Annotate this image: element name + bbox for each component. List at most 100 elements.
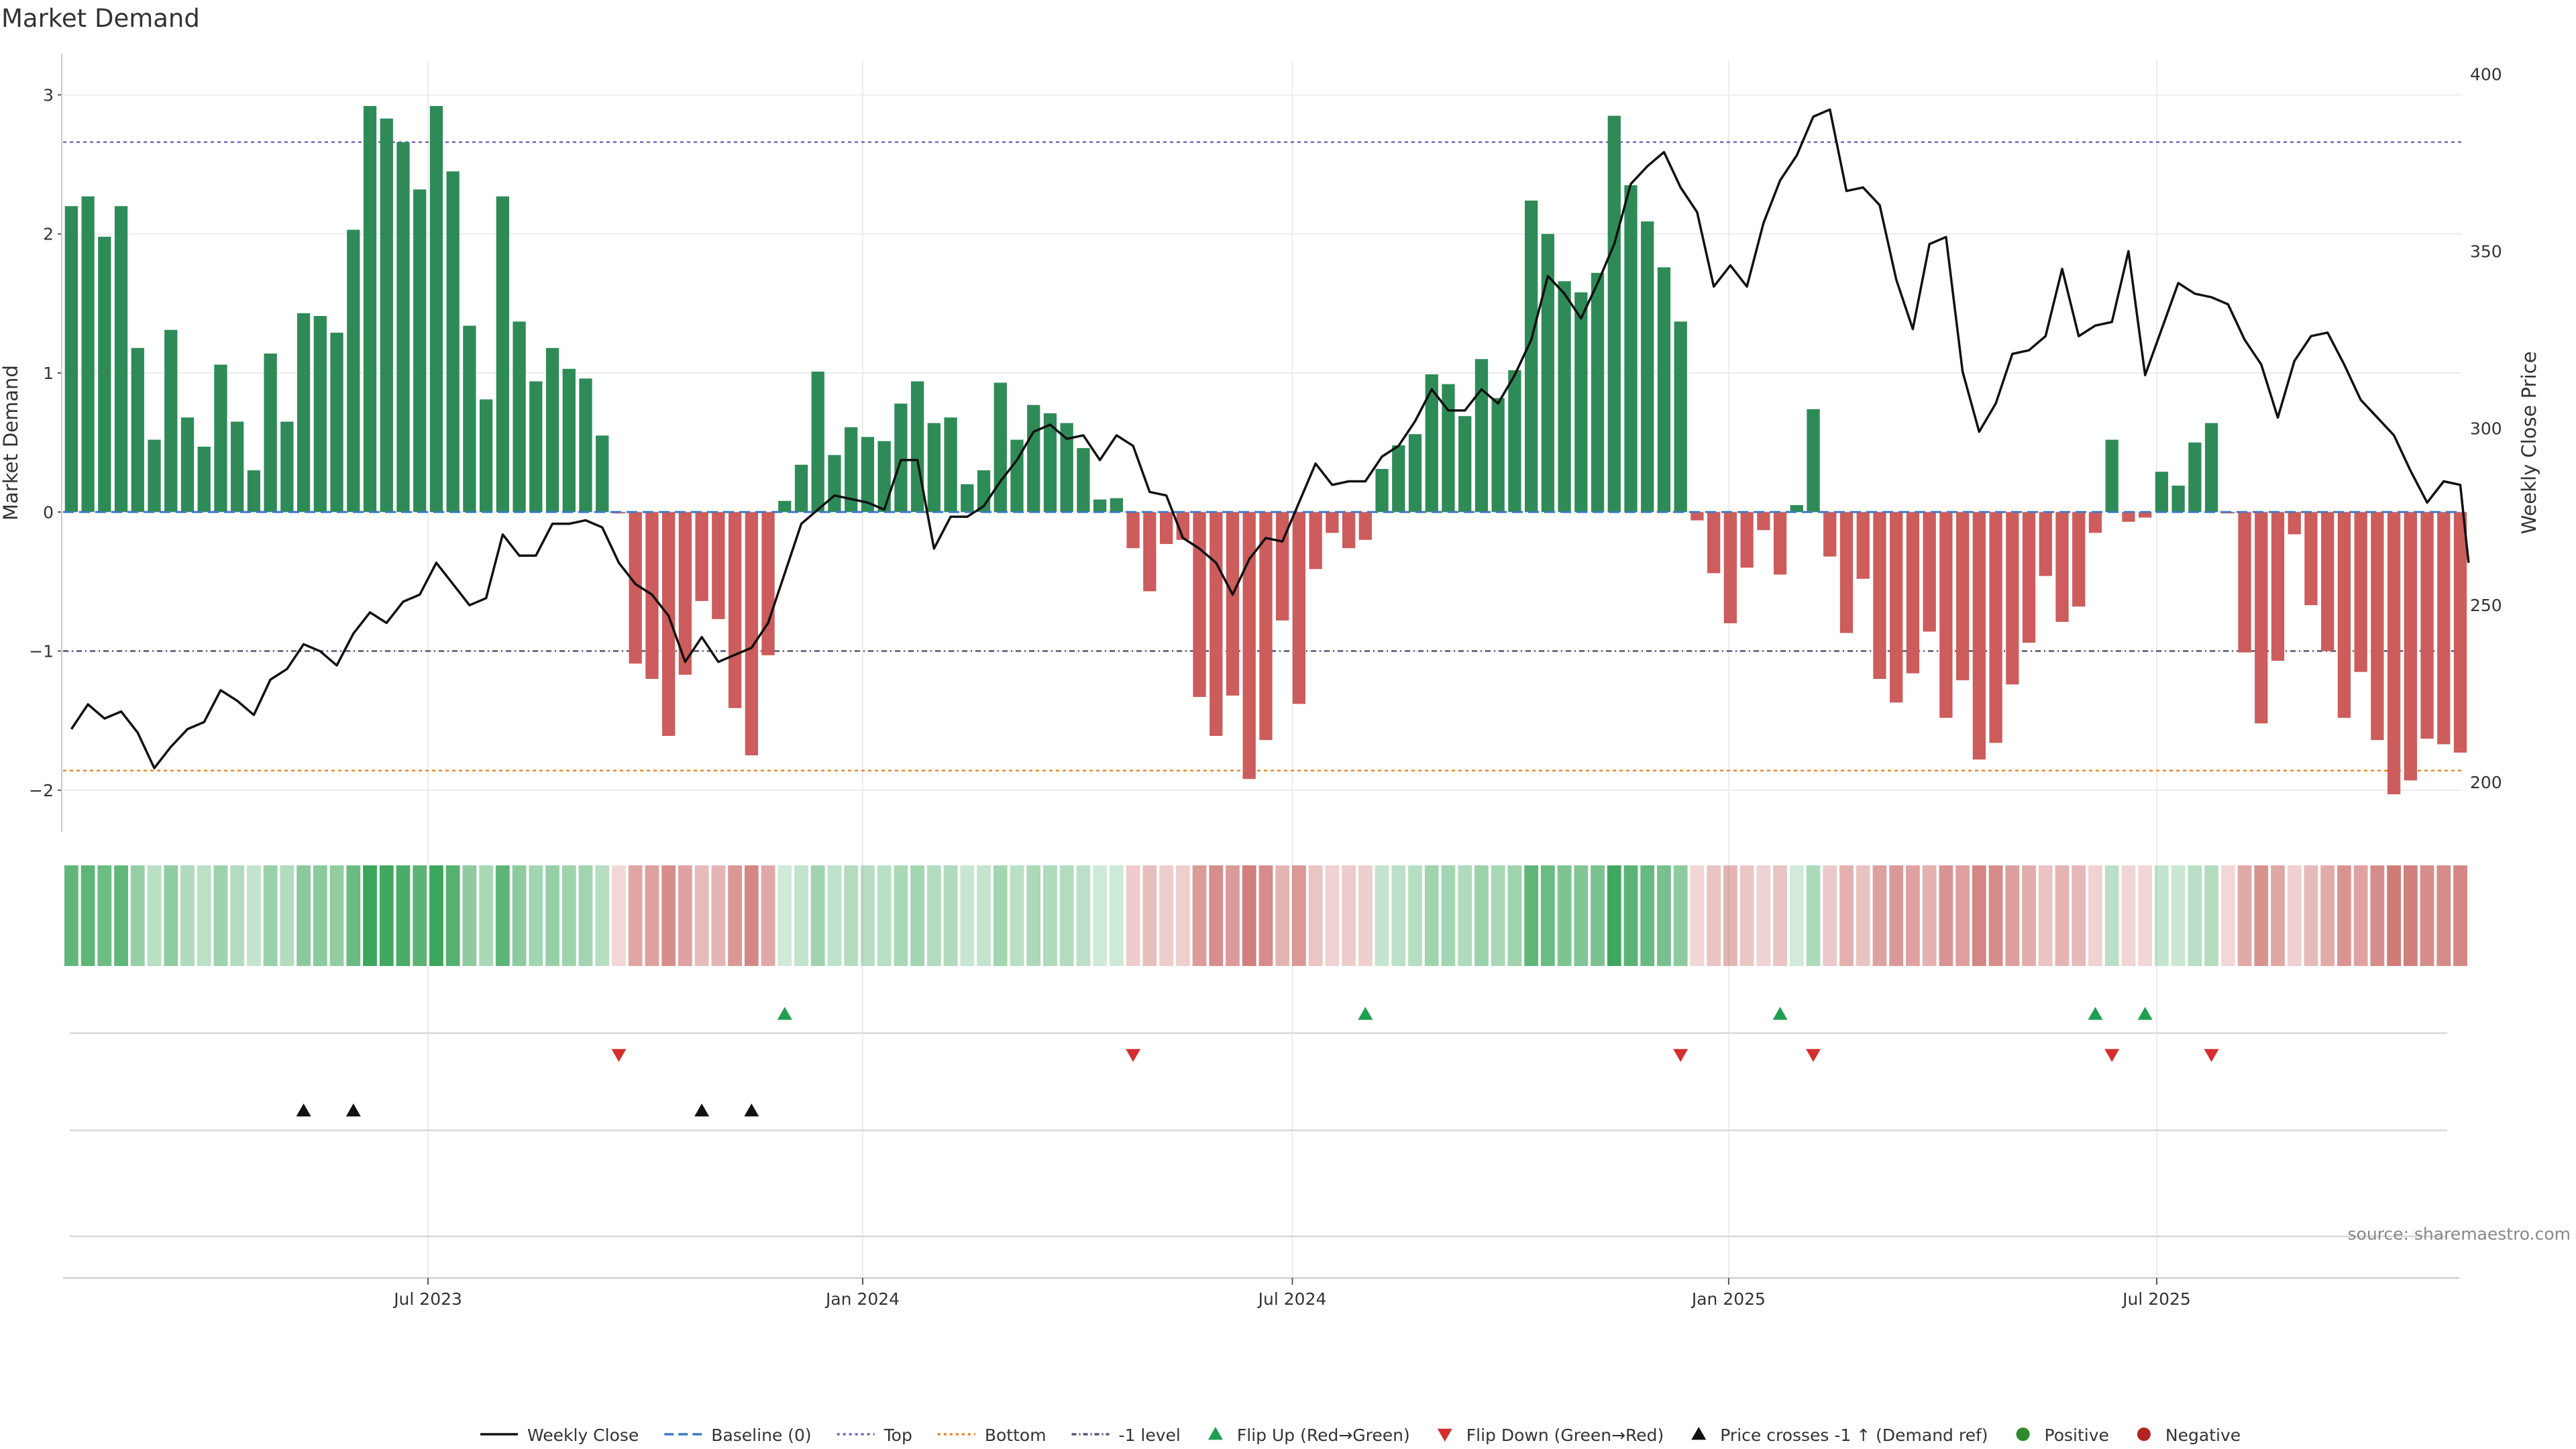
strip-cell-positive [1491, 865, 1505, 966]
legend-item: Weekly Close [480, 1426, 639, 1445]
flip-down-marker [2204, 1049, 2219, 1062]
demand-bar-negative [662, 512, 676, 736]
legend-swatch-triangle [1691, 1427, 1707, 1440]
strip-cell-positive [1076, 865, 1091, 966]
strip-cell-positive [97, 865, 112, 966]
demand-bar-positive [446, 171, 460, 513]
strip-cell-positive [926, 865, 941, 966]
strip-cell-positive [263, 865, 278, 966]
strip-cell-negative [1756, 865, 1771, 966]
legend-item: Flip Down (Green→Red) [1437, 1426, 1664, 1445]
left-tick-label: 1 [43, 364, 54, 383]
legend: Weekly Close Baseline (0) Top Bottom -1 leve… [480, 1426, 2241, 1445]
demand-bar-positive [910, 381, 924, 513]
strip-cell-positive [230, 865, 245, 966]
strip-cell-positive [1789, 865, 1804, 966]
legend-swatch-dot [2137, 1428, 2151, 1441]
x-axis-ticks: Jul 2023 Jan 2024 Jul 2024 Jan 2025 Jul 2025 [392, 1278, 2191, 1309]
strip-cell-positive [479, 865, 494, 966]
strip-cell-positive [810, 865, 825, 966]
strip-cell-positive [1408, 865, 1422, 966]
demand-bar-positive [1060, 423, 1073, 513]
strip-cell-positive [247, 865, 261, 966]
x-tick-label: Jan 2025 [1690, 1289, 1766, 1309]
strip-cell-negative [612, 865, 626, 966]
demand-bar-negative [2255, 512, 2268, 724]
strip-cell-negative [1209, 865, 1224, 966]
right-tick-label: 300 [2470, 419, 2502, 438]
demand-bar-positive [1508, 370, 1521, 513]
demand-bar-negative [1939, 512, 1953, 718]
strip-cell-positive [1474, 865, 1489, 966]
demand-bar-positive [894, 403, 908, 513]
strip-cell-positive [280, 865, 294, 966]
legend-label: Bottom [985, 1426, 1046, 1445]
demand-bar-positive [845, 427, 858, 513]
demand-bar-negative [1176, 512, 1189, 540]
source-note: source: sharemaestro.com [2348, 1224, 2571, 1244]
strip-cell-positive [529, 865, 543, 966]
legend-item: Baseline (0) [664, 1426, 812, 1445]
strip-cell-positive [2188, 865, 2202, 966]
strip-cell-positive [197, 865, 211, 966]
flip-up-marker [1772, 1007, 1788, 1020]
demand-bar-positive [1491, 398, 1505, 513]
demand-bar-positive [496, 196, 509, 513]
demand-bar-positive [1458, 416, 1472, 513]
demand-bar-positive [313, 316, 327, 513]
x-tick-label: Jul 2023 [392, 1289, 462, 1309]
strip-cell-positive [429, 865, 443, 966]
strip-cell-negative [2353, 865, 2368, 966]
strip-cell-positive [910, 865, 924, 966]
right-tick-label: 200 [2470, 773, 2502, 792]
demand-bar-negative [2354, 512, 2367, 672]
demand-bar-negative [1126, 512, 1140, 549]
demand-bar-negative [1210, 512, 1223, 736]
strip-cell-positive [545, 865, 559, 966]
strip-cell-negative [2088, 865, 2102, 966]
strip-cell-negative [1126, 865, 1140, 966]
strip-cell-positive [1657, 865, 1671, 966]
demand-bar-negative [2453, 512, 2467, 753]
demand-bar-positive [579, 378, 592, 513]
demand-bar-positive [1474, 359, 1489, 513]
demand-bar-positive [214, 364, 227, 513]
strip-cell-positive [346, 865, 361, 966]
demand-bar-positive [1790, 504, 1803, 513]
legend-label: Baseline (0) [711, 1426, 811, 1445]
demand-bar-positive [1524, 200, 1538, 513]
strip-cell-negative [2121, 865, 2136, 966]
demand-bar-positive [778, 500, 792, 513]
strip-cell-positive [827, 865, 842, 966]
demand-bar-positive [81, 196, 95, 513]
demand-bar-positive [1541, 233, 1555, 513]
demand-bar-negative [629, 512, 642, 664]
demand-bar-negative [2055, 512, 2069, 623]
strip-cell-negative [1889, 865, 1904, 966]
strip-cell-positive [861, 865, 875, 966]
price-cross-marker [345, 1104, 361, 1117]
strip-cell-positive [1043, 865, 1057, 966]
strip-cell-negative [2436, 865, 2451, 966]
strip-cell-positive [1507, 865, 1522, 966]
demand-bar-positive [529, 381, 543, 513]
strip-cell-negative [1342, 865, 1356, 966]
demand-bar-positive [1558, 281, 1571, 513]
demand-bar-positive [1607, 115, 1621, 513]
strip-cell-negative [1226, 865, 1240, 966]
demand-bar-positive [562, 368, 576, 513]
demand-bar-negative [2122, 512, 2135, 522]
demand-bar-positive [545, 347, 559, 513]
strip-cell-negative [2055, 865, 2070, 966]
demand-bar-positive [1043, 413, 1057, 513]
right-tick-label: 350 [2470, 241, 2502, 261]
demand-bar-negative [712, 512, 725, 619]
flip-down-marker [1673, 1049, 1688, 1062]
demand-bar-negative [1773, 512, 1787, 575]
strip-cell-positive [413, 865, 427, 966]
strip-cell-negative [2420, 865, 2434, 966]
strip-cell-negative [1739, 865, 1754, 966]
strip-cell-negative [761, 865, 775, 966]
demand-bar-negative [2238, 512, 2251, 653]
demand-bar-negative [1358, 512, 1372, 540]
